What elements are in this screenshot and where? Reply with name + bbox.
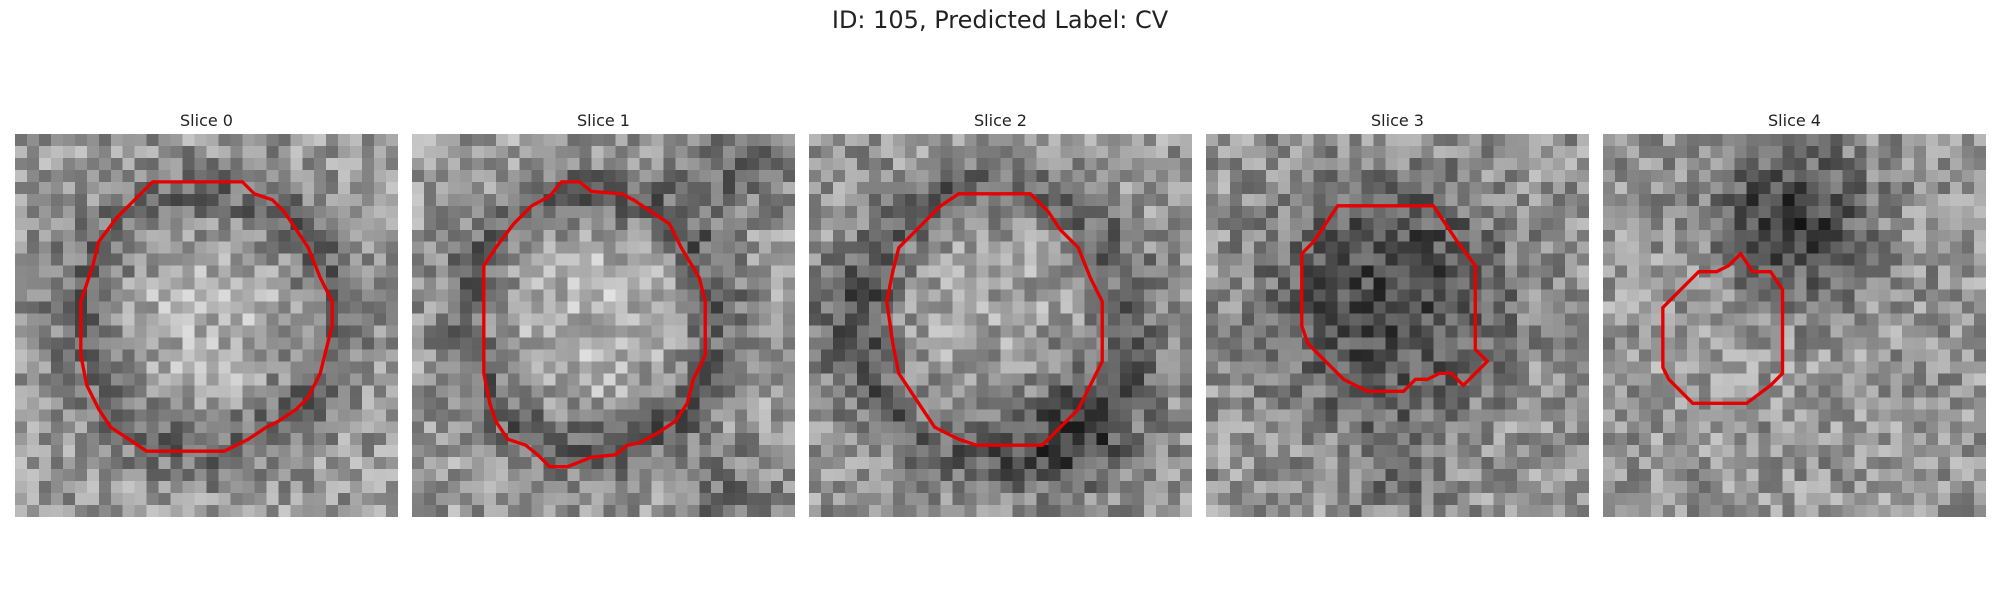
slice-image-2	[809, 134, 1192, 517]
slice-image-0	[15, 134, 398, 517]
figure-title: ID: 105, Predicted Label: CV	[831, 6, 1169, 34]
slice-title-3: Slice 3	[1371, 111, 1424, 130]
slice-panel-3: Slice 3	[1206, 108, 1589, 517]
slice-image-3	[1206, 134, 1589, 517]
slice-pixels-0	[15, 134, 398, 517]
segmentation-contour-1	[482, 180, 707, 469]
slice-image-4	[1603, 134, 1986, 517]
segmentation-contour-4	[1661, 251, 1785, 405]
slice-pixels-2	[809, 134, 1192, 517]
slice-image-1	[412, 134, 795, 517]
slice-pixels-1	[412, 134, 795, 517]
slice-pixels-4	[1603, 134, 1986, 517]
slice-panel-2: Slice 2	[809, 108, 1192, 517]
segmentation-contour-3	[1300, 204, 1490, 394]
slice-title-2: Slice 2	[974, 111, 1027, 130]
segmentation-contour-2	[885, 192, 1104, 447]
slice-panel-0: Slice 0	[15, 108, 398, 517]
slice-title-1: Slice 1	[577, 111, 630, 130]
slice-title-0: Slice 0	[180, 111, 233, 130]
slice-panel-1: Slice 1	[412, 108, 795, 517]
segmentation-contour-0	[79, 180, 334, 453]
slice-pixels-3	[1206, 134, 1589, 517]
slice-panel-4: Slice 4	[1603, 108, 1986, 517]
slice-title-4: Slice 4	[1768, 111, 1821, 130]
